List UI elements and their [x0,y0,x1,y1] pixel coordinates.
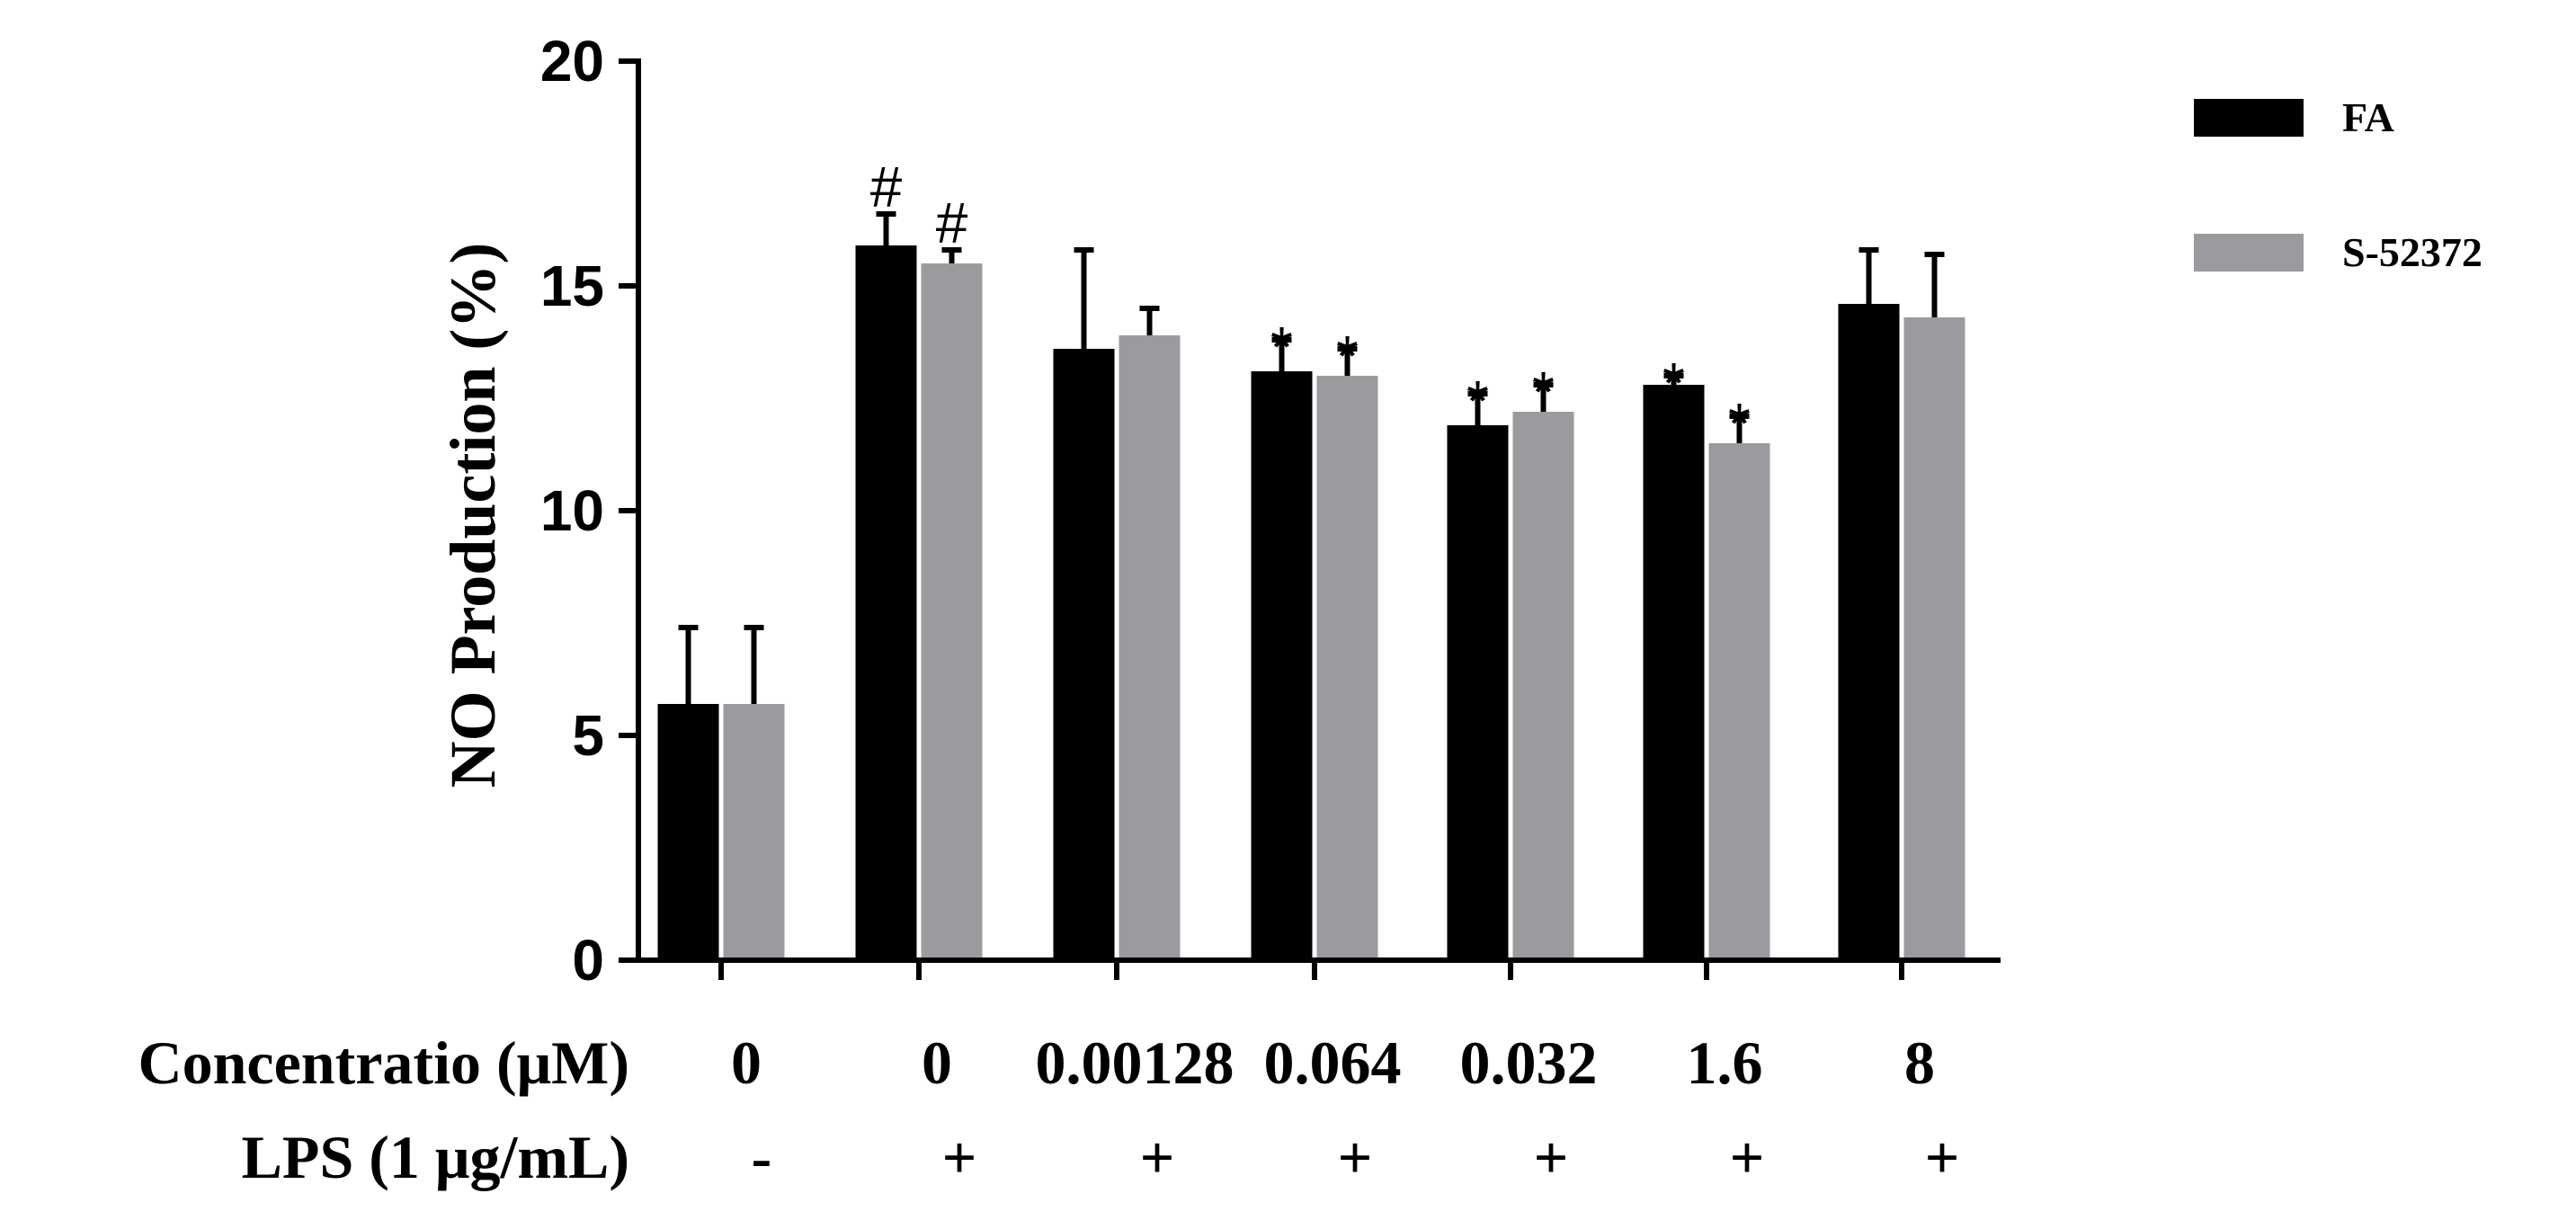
legend-label: FA [2342,94,2394,140]
y-tick-label: 0 [572,928,604,993]
bar [1512,412,1574,960]
concentration-value: 0.064 [1264,1029,1402,1097]
lps-value: + [942,1123,977,1191]
concentration-row-label: Concentratio (μM) [138,1029,630,1097]
concentration-value: 8 [1904,1029,1935,1097]
concentration-value: 0 [731,1029,762,1097]
bar [1053,349,1115,960]
lps-value: + [1730,1123,1765,1191]
bar [1251,371,1313,960]
significance-marker: # [936,191,968,255]
significance-marker: # [870,155,903,219]
significance-marker: * [1728,391,1751,456]
bar [657,704,719,960]
bar [1903,317,1965,960]
bar [723,704,785,960]
significance-marker: * [1270,315,1293,379]
legend-swatch [2194,234,2304,272]
lps-value: + [1338,1123,1373,1191]
bar [921,263,983,960]
plot-area: # * * * # * * * 0 5 10 15 20 [540,29,2001,993]
bar [1316,376,1378,960]
lps-row-label: LPS (1 μg/mL) [242,1123,629,1191]
significance-marker: * [1336,324,1359,388]
y-axis-title: NO Production (%) [437,243,509,788]
bar [1643,385,1705,960]
bar [855,245,917,960]
concentration-value: 0 [922,1029,952,1097]
lps-value: + [1534,1123,1569,1191]
lps-value: + [1140,1123,1175,1191]
legend-label: S-52372 [2342,229,2482,275]
lps-value: - [752,1123,772,1191]
y-tick-label: 20 [540,29,604,94]
y-tick-label: 5 [572,703,604,768]
concentration-value: 1.6 [1687,1029,1763,1097]
bar [1838,304,1900,960]
concentration-value: 0.00128 [1036,1029,1235,1097]
significance-marker: * [1532,360,1555,424]
significance-marker: * [1466,369,1489,433]
legend: FA S-52372 [2194,94,2482,275]
bar [1708,443,1770,960]
legend-swatch [2194,99,2304,137]
condition-rows: Concentratio (μM) LPS (1 μg/mL) 0 0 0.0012… [138,1029,1960,1191]
y-tick-label: 15 [540,254,604,318]
lps-value: + [1925,1123,1960,1191]
y-tick-label: 10 [540,478,604,543]
bar [1119,335,1181,960]
concentration-value: 0.032 [1460,1029,1598,1097]
bar [1447,425,1509,960]
significance-marker: * [1662,351,1685,415]
